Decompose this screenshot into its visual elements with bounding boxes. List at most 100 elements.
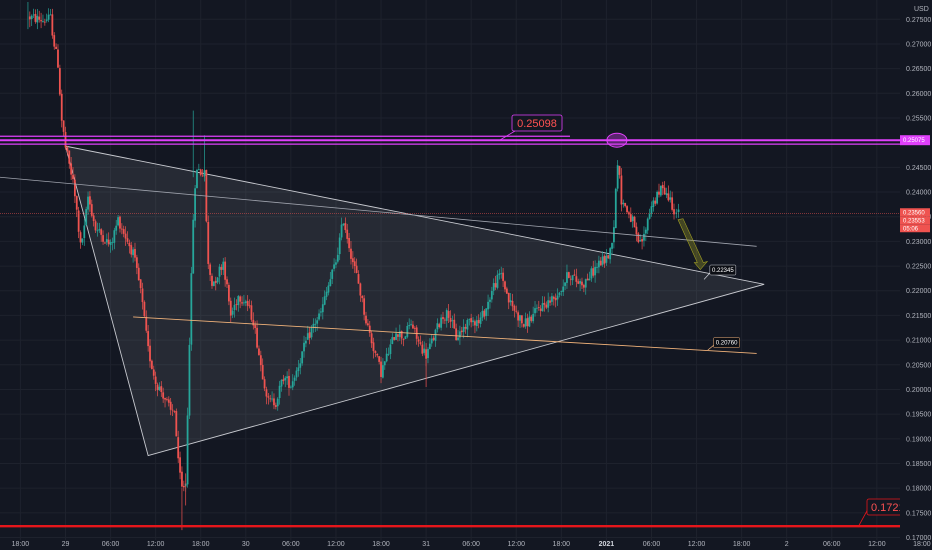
candle-body [40,20,42,22]
candle-body [398,331,401,337]
candle-body [81,238,84,243]
candle-body [190,273,193,345]
candle-body [105,239,108,243]
candle-body [423,348,426,353]
candle-body [582,284,585,288]
candle-body [536,307,538,309]
price-tick-label: 0.21000 [906,338,931,345]
price-tick-label: 0.17500 [906,510,931,517]
candle-body [526,318,529,327]
time-tick-label: 06:00 [282,541,300,548]
candle-body [635,226,638,235]
candle-body [143,301,146,317]
candle-body [432,337,435,340]
candle-body [451,320,454,322]
candle-body [120,228,123,230]
candle-body [564,282,566,286]
candle-body [509,300,512,303]
candle-body [485,308,488,316]
candle-body [126,238,129,242]
candle-body [571,275,574,281]
candle-body [519,315,521,321]
candle-body [316,320,319,324]
time-tick-label: 31 [422,541,430,548]
candle-body [239,296,242,302]
candle-body [368,325,371,333]
candle-body [216,277,219,283]
candle-body [663,187,666,195]
candle-body [154,376,157,384]
price-tick-label: 0.17000 [906,535,931,542]
candle-body [646,218,649,231]
candle-body [626,206,628,213]
candle-body [188,344,191,416]
currency-label: USD [914,6,929,13]
drawing-layer-front [0,132,900,528]
candle-body [569,278,572,280]
gray-trend-line[interactable] [0,176,757,247]
candle-body [211,275,213,286]
lower-trend-line[interactable] [133,316,757,354]
time-tick-label: 2021 [599,541,615,548]
price-axis[interactable]: USD 0.275000.270000.265000.260000.255000… [900,0,932,550]
candle-body [197,169,200,170]
price-tick-label: 0.27000 [906,41,931,48]
candle-body [288,375,290,388]
candle-body [400,331,403,339]
candle-body [45,19,48,21]
candle-body [43,21,46,23]
candle-body [94,221,97,231]
candle-body [87,196,89,210]
candle-body [669,197,672,200]
candle-body [141,288,144,303]
candle-body [581,281,583,286]
candle-body [639,240,642,242]
candle-body [250,305,253,320]
candle-body [237,296,240,306]
candle-body [376,353,379,356]
candle-body [182,485,185,488]
candle-body [231,310,234,315]
candle-body [547,300,550,308]
target-label-2: 0.20760 [716,341,738,347]
candle-body [494,283,497,288]
candle-body [351,258,354,263]
candle-body [586,278,589,281]
candle-body [327,285,330,293]
candle-body [530,316,533,321]
candle-body [487,301,489,310]
candle-body [609,248,612,260]
candle-body [229,300,232,316]
candle-body [308,332,311,339]
candle-body [28,16,31,20]
time-tick-label: 30 [242,541,250,548]
candle-body [171,409,174,411]
time-tick-label: 18:00 [192,541,210,548]
candle-body [235,304,238,305]
candle-body [462,326,465,332]
candle-body [475,320,478,327]
time-tick-label: 12:00 [507,541,525,548]
candle-body [222,261,225,270]
target-label-box-1 [709,264,737,276]
candle-body [412,324,414,329]
time-axis[interactable]: 18:00 29 06:00 12:00 18:00 30 06:00 12:00 18:00 3… [12,541,931,548]
candle-body [468,318,471,320]
candle-body [490,291,493,300]
projection-arrow-icon[interactable] [677,218,709,270]
candle-body [644,229,647,234]
candle-body [428,343,431,350]
candle-body [291,381,294,388]
candle-body [551,296,553,302]
candle-body [393,337,396,340]
time-tick-label: 12:00 [327,541,345,548]
candle-body [489,299,491,302]
candle-body [397,334,399,337]
breakout-highlight-ellipse[interactable] [606,132,628,148]
candle-body [520,315,523,324]
candle-body [614,188,617,229]
candle-body [355,265,358,274]
time-tick-label: 2 [785,541,789,548]
candle-body [474,321,476,326]
